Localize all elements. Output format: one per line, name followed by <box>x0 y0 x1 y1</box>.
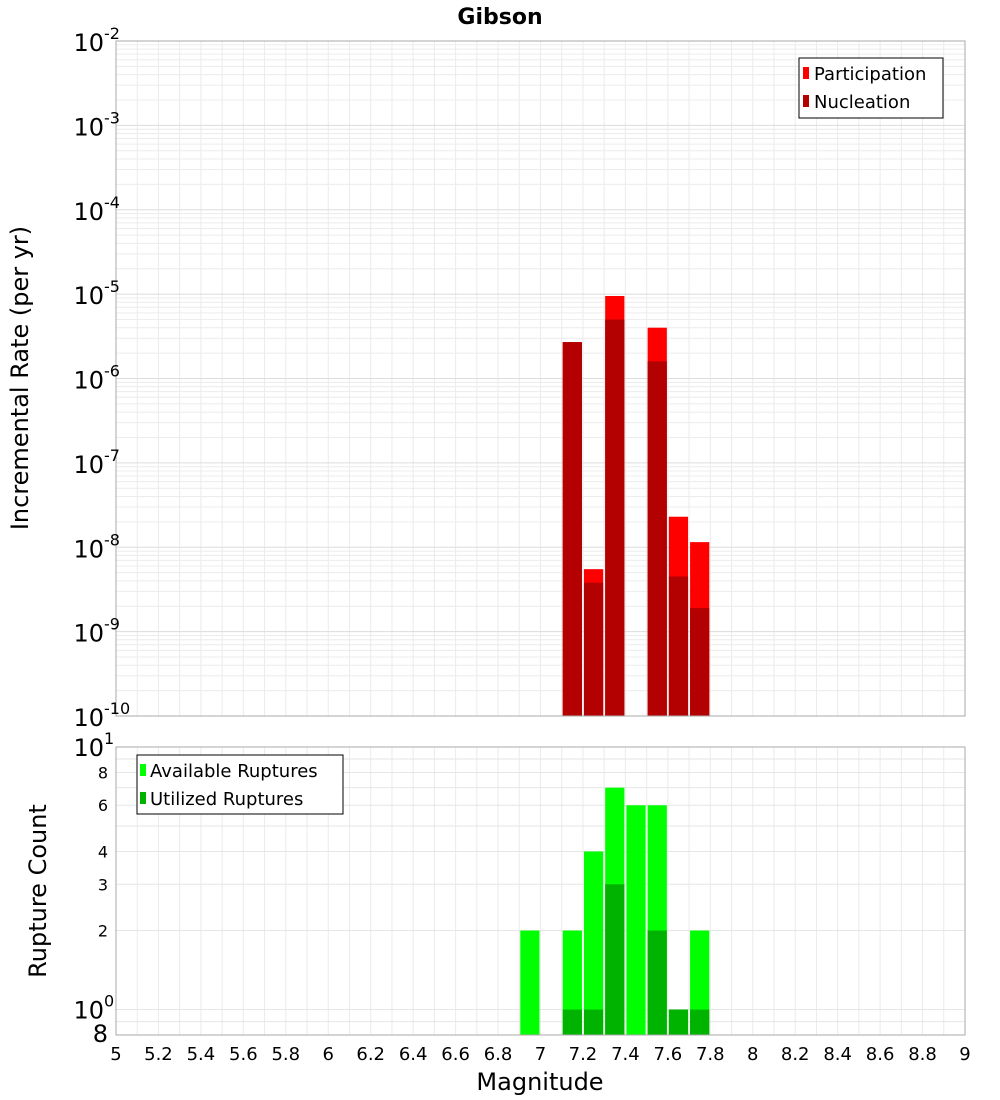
utilized-ruptures-bar <box>668 1009 689 1035</box>
magnitude-x-tick-label: 5.6 <box>229 1044 258 1065</box>
rate-plot-y-tick-base: 10 <box>73 535 104 563</box>
rupture-count-y-tick-label: 2 <box>98 922 108 941</box>
magnitude-x-tick-label: 7.8 <box>696 1044 725 1065</box>
rupture-count-y-tick-base: 10 <box>73 734 104 762</box>
utilized-ruptures-bar <box>562 1009 582 1035</box>
rupture-count-y-tick-label: 4 <box>98 842 108 861</box>
rate-plot-y-tick-exponent: -10 <box>104 699 130 718</box>
rupture-count-legend-box <box>136 754 344 815</box>
rate-plot-y-tick-exponent: -6 <box>104 362 120 381</box>
rupture-count-y-tick-label: 8 <box>98 763 108 782</box>
rupture-count-y-tick-label: 6 <box>98 796 108 815</box>
rupture-count-grid <box>115 746 966 1036</box>
nucleation-bar <box>647 361 667 716</box>
magnitude-x-tick-label: 7.2 <box>569 1044 598 1065</box>
magnitude-x-tick-label: 8.2 <box>781 1044 810 1065</box>
magnitude-x-tick-label: 6.2 <box>356 1044 385 1065</box>
rupture-count-bars <box>520 787 710 1035</box>
utilized-ruptures-bar <box>583 1009 604 1035</box>
rate-plot-bars <box>562 296 710 716</box>
available-ruptures-bar <box>562 930 582 1035</box>
rupture-count-y-tick-label: 3 <box>98 875 108 894</box>
utilized-ruptures-bar <box>605 884 625 1035</box>
magnitude-x-tick-label: 5 <box>110 1044 121 1065</box>
magnitude-x-tick-label: 8.4 <box>823 1044 852 1065</box>
magnitude-x-tick-label: 5.2 <box>144 1044 173 1065</box>
magnitude-x-tick-label: 7.6 <box>654 1044 683 1065</box>
rate-plot-y-tick-base: 10 <box>73 451 104 479</box>
rate-plot-y-tick-exponent: -3 <box>104 108 120 127</box>
utilized-ruptures-legend-swatch <box>140 792 146 804</box>
nucleation-bar <box>562 342 582 716</box>
rupture-count-y-tick-exponent: 1 <box>104 729 114 748</box>
magnitude-x-ticks: 5 5.2 5.4 5.6 5.8 6 6.2 6.4 6.6 6.8 7 7.2 7.4 7.6 7.8 8… <box>110 1044 970 1065</box>
magnitude-x-tick-label: 6.4 <box>399 1044 428 1065</box>
magnitude-x-tick-label: 8 <box>747 1044 758 1065</box>
rate-plot-legend: Participation Nucleation <box>798 57 944 119</box>
rate-plot-y-tick-base: 10 <box>73 704 104 732</box>
rupture-count-y-tick-label: 8 <box>93 1020 108 1048</box>
available-ruptures-legend-label: Available Ruptures <box>150 761 318 782</box>
utilized-ruptures-legend-label: Utilized Ruptures <box>150 789 303 810</box>
rate-plot-y-tick-exponent: -9 <box>104 615 120 634</box>
rate-plot-legend-box <box>798 57 944 119</box>
rate-plot-y-tick-base: 10 <box>73 29 104 57</box>
available-ruptures-legend-swatch <box>140 764 146 776</box>
nucleation-bar <box>605 319 625 716</box>
nucleation-legend-swatch <box>803 95 809 107</box>
rate-plot-y-tick-exponent: -5 <box>104 277 120 296</box>
magnitude-x-tick-label: 8.6 <box>866 1044 895 1065</box>
rate-plot-frame <box>115 40 966 717</box>
rate-plot-y-tick-base: 10 <box>73 620 104 648</box>
participation-legend-label: Participation <box>814 64 926 85</box>
chart-title: Gibson <box>457 5 542 30</box>
magnitude-x-tick-label: 7.4 <box>611 1044 640 1065</box>
rupture-count-legend: Available Ruptures Utilized Ruptures <box>136 754 344 815</box>
rate-plot-y-ticks: 10-210-310-410-510-610-710-810-910-10 <box>73 24 130 732</box>
available-ruptures-bar <box>626 805 646 1035</box>
rate-plot-y-axis-label: Incremental Rate (per yr) <box>6 226 34 530</box>
available-ruptures-bar <box>520 930 540 1035</box>
magnitude-x-tick-label: 5.8 <box>271 1044 300 1065</box>
magnitude-x-tick-label: 6.8 <box>484 1044 513 1065</box>
rate-plot-y-tick-exponent: -4 <box>104 193 120 212</box>
magnitude-x-tick-label: 6 <box>323 1044 334 1065</box>
rate-plot-y-tick-base: 10 <box>73 282 104 310</box>
magnitude-x-tick-label: 9 <box>959 1044 970 1065</box>
participation-legend-swatch <box>803 67 809 79</box>
rate-plot-panel: 10-210-310-410-510-610-710-810-910-10 In… <box>6 24 966 732</box>
rupture-count-frame <box>115 746 966 1036</box>
utilized-ruptures-bar <box>647 930 667 1035</box>
nucleation-bar <box>583 582 604 716</box>
rate-plot-y-tick-exponent: -8 <box>104 530 120 549</box>
magnitude-x-tick-label: 6.6 <box>441 1044 470 1065</box>
rate-plot-y-tick-exponent: -7 <box>104 446 120 465</box>
nucleation-bar <box>668 576 689 716</box>
rate-plot-grid <box>115 41 966 717</box>
rate-plot-y-tick-exponent: -2 <box>104 24 120 43</box>
available-ruptures-bar <box>583 851 604 1035</box>
rupture-count-y-axis-label: Rupture Count <box>24 804 52 978</box>
magnitude-x-tick-label: 7 <box>535 1044 546 1065</box>
available-ruptures-bar <box>690 930 710 1035</box>
magnitude-x-tick-label: 8.8 <box>908 1044 937 1065</box>
rate-plot-y-tick-base: 10 <box>73 367 104 395</box>
nucleation-bar <box>690 608 710 716</box>
utilized-ruptures-bar <box>690 1009 710 1035</box>
nucleation-legend-label: Nucleation <box>814 92 910 113</box>
rate-plot-y-tick-base: 10 <box>73 113 104 141</box>
rupture-count-y-tick-base: 10 <box>73 997 104 1025</box>
rate-plot-y-tick-base: 10 <box>73 198 104 226</box>
magnitude-x-axis-label: Magnitude <box>476 1068 603 1096</box>
rupture-count-y-tick-exponent: 0 <box>104 992 114 1011</box>
magnitude-x-tick-label: 5.4 <box>187 1044 216 1065</box>
